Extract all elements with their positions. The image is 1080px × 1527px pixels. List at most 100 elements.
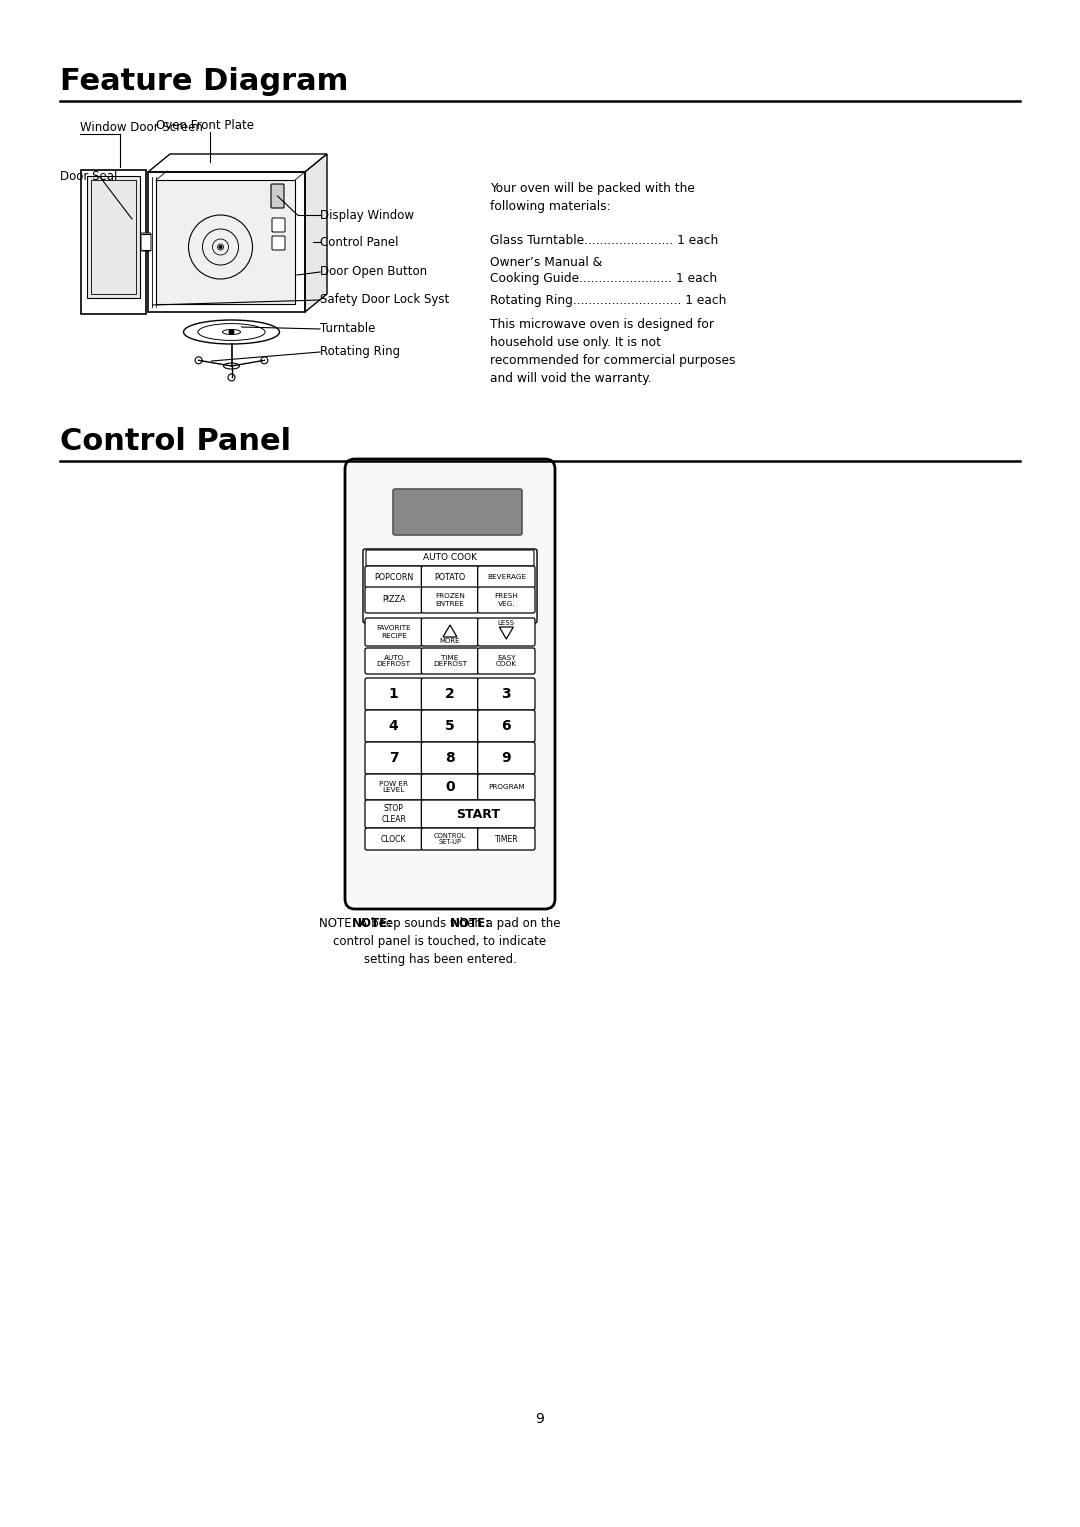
FancyBboxPatch shape [421, 710, 478, 742]
FancyBboxPatch shape [272, 218, 285, 232]
FancyBboxPatch shape [393, 489, 522, 534]
FancyBboxPatch shape [477, 678, 535, 710]
Text: Window Door Screen: Window Door Screen [80, 121, 203, 134]
Text: AUTO COOK: AUTO COOK [423, 553, 477, 562]
FancyBboxPatch shape [365, 800, 422, 828]
FancyBboxPatch shape [421, 742, 478, 774]
FancyBboxPatch shape [421, 828, 478, 851]
FancyBboxPatch shape [477, 828, 535, 851]
Text: 3: 3 [501, 687, 511, 701]
FancyBboxPatch shape [365, 586, 422, 612]
FancyBboxPatch shape [421, 567, 478, 588]
FancyBboxPatch shape [421, 678, 478, 710]
FancyBboxPatch shape [363, 550, 537, 623]
Text: BEVERAGE: BEVERAGE [487, 574, 526, 580]
FancyBboxPatch shape [365, 618, 422, 646]
FancyBboxPatch shape [421, 618, 478, 646]
FancyBboxPatch shape [365, 710, 422, 742]
Text: MORE: MORE [440, 638, 460, 644]
FancyBboxPatch shape [141, 234, 151, 250]
Text: 8: 8 [445, 751, 455, 765]
Text: This microwave oven is designed for
household use only. It is not
recommended fo: This microwave oven is designed for hous… [490, 318, 735, 385]
Circle shape [261, 357, 268, 363]
Circle shape [195, 357, 202, 363]
FancyBboxPatch shape [345, 460, 555, 909]
Polygon shape [87, 176, 140, 298]
Text: Control Panel: Control Panel [320, 235, 399, 249]
Text: 1: 1 [389, 687, 399, 701]
Polygon shape [305, 154, 327, 312]
Text: Door Seal: Door Seal [60, 171, 118, 183]
Text: Turntable: Turntable [320, 322, 376, 336]
FancyBboxPatch shape [421, 800, 535, 828]
Text: 9: 9 [536, 1412, 544, 1426]
Text: Safety Door Lock Syst: Safety Door Lock Syst [320, 293, 449, 307]
Text: 9: 9 [501, 751, 511, 765]
Text: Rotating Ring: Rotating Ring [320, 345, 400, 359]
FancyBboxPatch shape [477, 742, 535, 774]
Text: Owner’s Manual &: Owner’s Manual & [490, 257, 603, 269]
FancyBboxPatch shape [272, 237, 285, 250]
FancyBboxPatch shape [365, 742, 422, 774]
Text: Display Window: Display Window [320, 209, 414, 221]
Polygon shape [148, 154, 327, 173]
Text: POTATO: POTATO [434, 573, 465, 582]
Text: Rotating Ring............................ 1 each: Rotating Ring...........................… [490, 295, 727, 307]
Text: 0: 0 [445, 780, 455, 794]
FancyBboxPatch shape [271, 183, 284, 208]
Text: TIMER: TIMER [495, 834, 518, 843]
Text: FROZEN
ENTREE: FROZEN ENTREE [435, 594, 464, 606]
FancyBboxPatch shape [477, 618, 535, 646]
Text: NOTE: A beep sounds when a pad on the
control panel is touched, to indicate
sett: NOTE: A beep sounds when a pad on the co… [320, 918, 561, 967]
Ellipse shape [222, 330, 241, 334]
FancyBboxPatch shape [365, 774, 422, 800]
Text: AUTO
DEFROST: AUTO DEFROST [377, 655, 410, 667]
Text: NOTE:: NOTE: [352, 918, 393, 930]
FancyBboxPatch shape [477, 710, 535, 742]
Text: Your oven will be packed with the
following materials:: Your oven will be packed with the follow… [490, 182, 694, 212]
Text: Glass Turntable....................... 1 each: Glass Turntable....................... 1… [490, 234, 718, 247]
FancyBboxPatch shape [477, 586, 535, 612]
Text: POPCORN: POPCORN [374, 573, 414, 582]
Text: Oven Front Plate: Oven Front Plate [156, 119, 254, 131]
FancyBboxPatch shape [421, 647, 478, 673]
Circle shape [229, 328, 234, 334]
Text: Door Open Button: Door Open Button [320, 266, 427, 278]
Text: POW ER
LEVEL: POW ER LEVEL [379, 780, 408, 794]
Text: PROGRAM: PROGRAM [488, 783, 525, 789]
Text: 7: 7 [389, 751, 399, 765]
FancyBboxPatch shape [365, 678, 422, 710]
Text: 4: 4 [389, 719, 399, 733]
FancyBboxPatch shape [421, 586, 478, 612]
Text: 5: 5 [445, 719, 455, 733]
Text: LESS: LESS [498, 620, 515, 626]
Text: TIME
DEFROST: TIME DEFROST [433, 655, 467, 667]
Text: CONTROL
SET-UP: CONTROL SET-UP [434, 832, 467, 846]
FancyBboxPatch shape [365, 647, 422, 673]
Polygon shape [81, 169, 146, 315]
FancyBboxPatch shape [477, 774, 535, 800]
Ellipse shape [184, 321, 280, 344]
Text: FAVORITE
RECIPE: FAVORITE RECIPE [376, 626, 411, 638]
Text: 6: 6 [501, 719, 511, 733]
Text: NOTE:: NOTE: [450, 918, 491, 930]
FancyBboxPatch shape [365, 567, 422, 588]
Text: STOP
CLEAR: STOP CLEAR [381, 805, 406, 823]
Polygon shape [156, 180, 295, 304]
FancyBboxPatch shape [366, 550, 534, 567]
FancyBboxPatch shape [477, 567, 535, 588]
FancyBboxPatch shape [421, 774, 478, 800]
Ellipse shape [224, 363, 240, 370]
Text: CLOCK: CLOCK [381, 834, 406, 843]
Text: Control Panel: Control Panel [60, 428, 292, 457]
Text: FRESH
VEG.: FRESH VEG. [495, 594, 518, 606]
Circle shape [228, 374, 235, 380]
Text: 2: 2 [445, 687, 455, 701]
Circle shape [218, 244, 222, 249]
Text: Cooking Guide........................ 1 each: Cooking Guide........................ 1 … [490, 272, 717, 286]
FancyBboxPatch shape [365, 828, 422, 851]
Text: PIZZA: PIZZA [382, 596, 405, 605]
FancyBboxPatch shape [477, 647, 535, 673]
Text: EASY
COOK: EASY COOK [496, 655, 517, 667]
Text: START: START [456, 808, 500, 820]
